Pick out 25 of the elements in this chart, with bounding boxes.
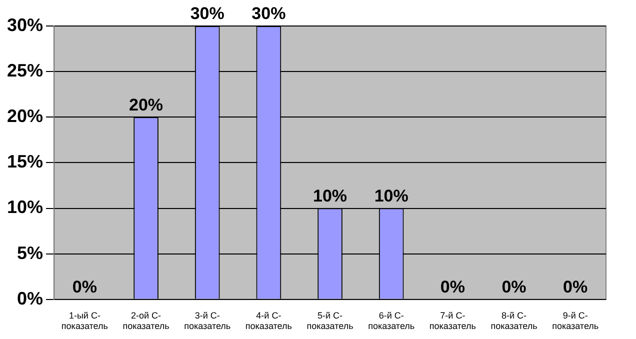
y-tick-label: 5% (17, 242, 44, 263)
y-tick-label: 10% (6, 197, 44, 218)
y-tick-label: 25% (6, 60, 44, 81)
data-label: 30% (252, 4, 286, 24)
x-tick-label: 1-ый C-показатель (61, 310, 108, 332)
x-tick-label: 6-й C-показатель (368, 310, 415, 332)
x-tick-label: 5-й C-показатель (306, 310, 354, 332)
y-tick-label: 15% (6, 152, 44, 172)
data-label: 20% (129, 95, 164, 114)
data-label: 0% (502, 278, 526, 297)
x-tick-label: 2-ой C-показатель (122, 310, 170, 332)
data-label: 30% (190, 4, 224, 24)
data-label: 0% (440, 278, 465, 297)
data-label: 10% (313, 186, 348, 206)
y-tick-label: 30% (6, 14, 44, 35)
y-tick-label: 0% (17, 288, 44, 308)
x-tick-label: 7-й C-показатель (429, 310, 476, 332)
data-label: 0% (72, 278, 97, 297)
x-tick-label: 9-й C-показатель (552, 310, 599, 332)
x-tick-label: 3-й C-показатель (184, 310, 231, 332)
x-tick-label: 4-й C-показатель (245, 310, 292, 332)
x-tick-label: 8-й C-показатель (490, 310, 538, 332)
y-tick-label: 20% (6, 106, 44, 126)
data-label: 0% (563, 278, 588, 297)
data-label: 10% (374, 186, 408, 206)
